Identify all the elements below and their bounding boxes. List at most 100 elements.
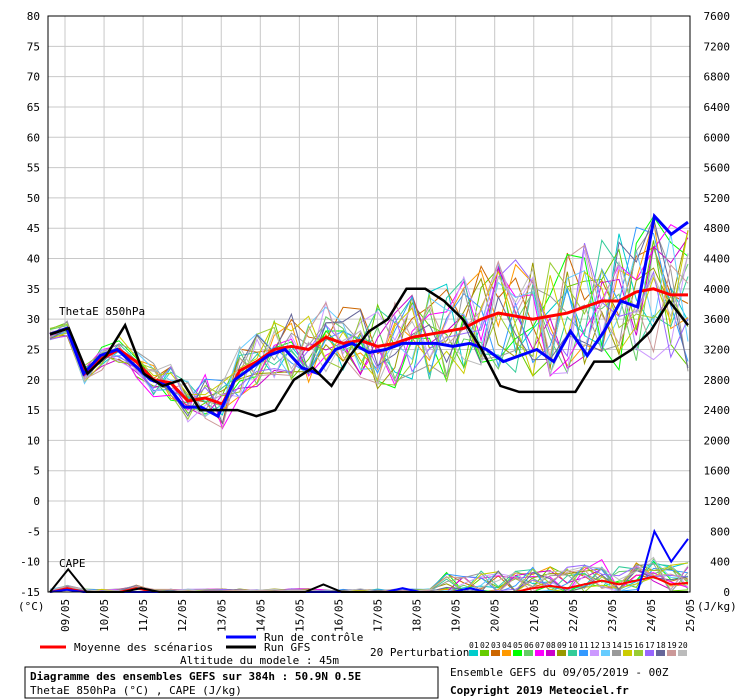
- perturbation-swatch: [524, 650, 533, 656]
- perturbation-theta-line: [49, 244, 689, 429]
- left-tick-label: 40: [27, 253, 40, 266]
- right-tick-label: 1600: [704, 465, 731, 478]
- legend: Moyenne des scénarios Run de contrôle Ru…: [40, 631, 688, 659]
- left-tick-label: 30: [27, 313, 40, 326]
- perturbation-cape-line: [49, 558, 689, 593]
- perturbation-number: 16: [634, 641, 644, 650]
- perturbation-number: 05: [513, 641, 523, 650]
- left-tick-label: 25: [27, 343, 40, 356]
- left-tick-label: -5: [27, 525, 40, 538]
- perturbation-number: 02: [480, 641, 490, 650]
- left-tick-label: 10: [27, 434, 40, 447]
- theta-series-line: [49, 287, 689, 418]
- perturbation-number: 15: [623, 641, 633, 650]
- legend-mean-label: Moyenne des scénarios: [74, 641, 213, 654]
- date-tick-label: 14/05: [254, 599, 267, 632]
- perturbation-swatch: [645, 650, 654, 656]
- ensemble-run-label: Ensemble GEFS du 09/05/2019 - 00Z: [450, 666, 669, 679]
- left-axis-unit: (°C): [18, 600, 45, 613]
- perturbation-swatch: [667, 650, 676, 656]
- date-tick-label: 20/05: [489, 599, 502, 632]
- date-tick-label: 10/05: [98, 599, 111, 632]
- right-tick-label: 4800: [704, 222, 731, 235]
- date-tick-label: 25/05: [684, 599, 697, 632]
- left-tick-label: 15: [27, 404, 40, 417]
- right-tick-label: 6400: [704, 101, 731, 114]
- right-tick-label: 2000: [704, 434, 731, 447]
- right-tick-label: 7200: [704, 40, 731, 53]
- perturbation-swatch: [623, 650, 632, 656]
- perturbation-swatch: [480, 650, 489, 656]
- perturbation-number: 20: [678, 641, 688, 650]
- left-tick-label: 65: [27, 101, 40, 114]
- perturbation-theta-line: [49, 230, 689, 396]
- left-tick-label: 45: [27, 222, 40, 235]
- perturbation-number: 14: [612, 641, 622, 650]
- chart-subtitle: ThetaE 850hPa (°C) , CAPE (J/kg): [30, 684, 242, 697]
- perturbation-theta-line: [49, 246, 689, 425]
- perturbation-swatch: [546, 650, 555, 656]
- right-tick-label: 800: [710, 525, 730, 538]
- right-tick-label: 7600: [704, 10, 731, 23]
- perturbation-lines: [49, 215, 689, 593]
- perturbation-swatch: [579, 650, 588, 656]
- right-tick-label: 2800: [704, 374, 731, 387]
- copyright-label: Copyright 2019 Meteociel.fr: [450, 684, 629, 697]
- cape-panel-label: CAPE: [59, 557, 86, 570]
- perturbation-swatch: [491, 650, 500, 656]
- perturbation-number: 11: [579, 641, 589, 650]
- altitude-label: Altitude du modele : 45m: [180, 654, 339, 667]
- date-tick-label: 15/05: [293, 599, 306, 632]
- perturbation-swatch: [513, 650, 522, 656]
- perturbation-number: 18: [656, 641, 666, 650]
- left-tick-label: 75: [27, 40, 40, 53]
- left-tick-label: 70: [27, 71, 40, 84]
- date-tick-label: 11/05: [137, 599, 150, 632]
- perturbation-number: 10: [568, 641, 578, 650]
- left-tick-label: 80: [27, 10, 40, 23]
- left-tick-label: -15: [20, 586, 40, 599]
- perturbation-number: 07: [535, 641, 545, 650]
- perturbation-number: 03: [491, 641, 501, 650]
- perturbation-cape-line: [49, 560, 689, 593]
- date-tick-label: 21/05: [528, 599, 541, 632]
- perturbation-number: 19: [667, 641, 677, 650]
- date-tick-label: 18/05: [411, 599, 424, 632]
- right-tick-label: 3600: [704, 313, 731, 326]
- perturbation-theta-line: [49, 243, 689, 410]
- perturbation-swatch: [612, 650, 621, 656]
- date-tick-label: 24/05: [645, 599, 658, 632]
- right-tick-label: 0: [723, 586, 730, 599]
- perturbation-number: 13: [601, 641, 611, 650]
- perturbation-swatch: [634, 650, 643, 656]
- left-tick-label: 20: [27, 374, 40, 387]
- perturbation-swatch: [656, 650, 665, 656]
- perturbation-number: 09: [557, 641, 567, 650]
- left-tick-label: 5: [33, 465, 40, 478]
- perturbation-swatch: [590, 650, 599, 656]
- perturbation-theta-line: [49, 254, 689, 419]
- date-tick-label: 09/05: [59, 599, 72, 632]
- date-tick-label: 17/05: [372, 599, 385, 632]
- perturbation-number: 06: [524, 641, 534, 650]
- title-box: [24, 666, 439, 699]
- perturbation-number: 04: [502, 641, 512, 650]
- right-tick-label: 2400: [704, 404, 731, 417]
- perturbation-swatch: [557, 650, 566, 656]
- axis-ticks: -15 0 -10 400 -5 800 0 1200 5 1600 10 2000 15 2400 20 2…: [20, 10, 730, 632]
- legend-perturbations-label: 20 Perturbations: [370, 646, 476, 659]
- left-tick-label: 0: [33, 495, 40, 508]
- perturbation-swatch: [601, 650, 610, 656]
- perturbation-swatches: 01 02 03 04 05 06 07 08 09 10 11 12 13 14 15 16 17 18 19 20: [469, 641, 688, 656]
- date-tick-label: 12/05: [176, 599, 189, 632]
- right-tick-label: 1200: [704, 495, 731, 508]
- date-tick-label: 19/05: [450, 599, 463, 632]
- grid: [48, 15, 691, 593]
- right-tick-label: 5600: [704, 162, 731, 175]
- main-series-lines: [49, 212, 689, 593]
- perturbation-theta-line: [49, 249, 689, 423]
- right-tick-label: 6000: [704, 131, 731, 144]
- right-axis-unit: (J/kg): [697, 600, 737, 613]
- right-tick-label: 4000: [704, 283, 731, 296]
